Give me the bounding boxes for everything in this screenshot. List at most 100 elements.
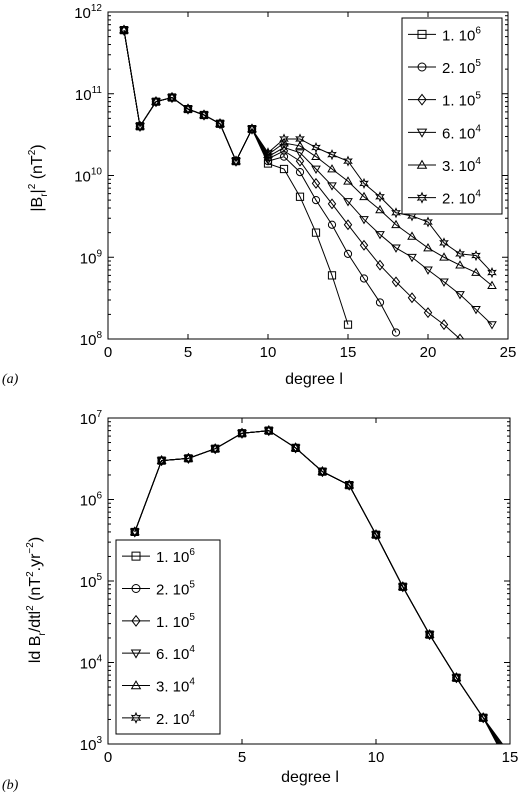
panel-a-point-diamond	[375, 259, 385, 271]
panel-a-point-circle	[375, 298, 385, 307]
panel-b-point-star	[424, 629, 435, 641]
panel-a-point-diamond	[439, 319, 449, 331]
panel-a-x-tick-label: 15	[340, 344, 357, 361]
panel-a-point-star	[311, 141, 321, 154]
panel-b-point-star	[210, 443, 221, 455]
panel-a-x-tick-label: 20	[420, 344, 437, 361]
panel-a-point-star	[423, 216, 433, 228]
panel-a-point-triangle-down	[391, 244, 401, 253]
panel-a-point-star	[295, 133, 305, 145]
panel-b-legend-box	[115, 539, 221, 735]
panel-a-point-star	[439, 237, 449, 249]
panel-a-y-axis-label: |Br|2 (nT2)	[27, 144, 50, 211]
panel-b-legend-label: 1. 106	[156, 547, 195, 566]
panel-a-point-triangle-up	[375, 204, 385, 214]
panel-a-point-star	[151, 96, 161, 108]
panel-a-point-triangle-up	[327, 164, 337, 173]
panel-b-series-line	[134, 430, 504, 744]
panel-a-point-star	[247, 123, 257, 135]
panel-a-point-star	[183, 103, 193, 115]
panel-b-point-star	[451, 672, 462, 684]
panel-a-point-diamond	[455, 333, 465, 339]
panel-b-point-star	[344, 479, 355, 491]
panel-b-x-tick-label: 10	[368, 749, 385, 766]
panel-a-point-star	[231, 155, 241, 167]
panel-b-point-star	[478, 712, 489, 724]
panel-a-point-star	[455, 248, 465, 260]
panel-a-point-triangle-up	[423, 242, 433, 252]
panel-b-legend-label: 6. 104	[156, 644, 195, 663]
panel-a-point-triangle-down	[279, 144, 289, 153]
panel-b-legend-marker-diamond	[131, 614, 141, 627]
panel-b-point-star	[397, 581, 408, 593]
panel-b-y-tick-label: 105	[80, 572, 103, 591]
panel-a-point-star	[279, 133, 289, 145]
panel-b-x-tick-label: 0	[104, 749, 112, 766]
panel-b-legend: 1. 106 2. 105 1. 105 6. 104 3. 104 2. 104	[115, 539, 221, 735]
panel-a-point-triangle-down	[471, 306, 481, 315]
panel-a-point-square	[279, 164, 289, 174]
panel-a-series-line	[123, 30, 397, 333]
panel-b-legend-marker-triangle-down	[130, 649, 142, 659]
panel-a-y-tick-label: 108	[80, 330, 103, 349]
panel-b-point-star	[371, 529, 381, 541]
panel-a-point-circle	[359, 274, 369, 283]
panel-b-legend-label: 2. 104	[156, 709, 195, 728]
panel-a-point-star	[167, 91, 177, 104]
panel-a-point-square	[263, 159, 273, 168]
panel-b-legend-label: 2. 105	[156, 580, 195, 599]
panel-a-point-square	[295, 192, 305, 201]
panel-a-point-diamond	[407, 292, 417, 304]
panel-a-y-tick-label: 1010	[74, 167, 102, 186]
panel-a-chart: (a) degree l |Br|2 (nT2) 0 5 10 15 20 25 108 10…	[2, 3, 516, 388]
panel-b-tag: (b)	[2, 778, 19, 793]
panel-a-point-star	[263, 147, 273, 159]
panel-a-point-triangle-up	[391, 219, 401, 229]
panel-b-x-tick-label: 5	[238, 749, 246, 766]
panel-a-point-circle	[391, 328, 401, 337]
panel-b-y-tick-label: 104	[80, 654, 103, 673]
panel-a-x-tick-label: 5	[184, 344, 192, 361]
panel-a-point-diamond	[391, 276, 401, 288]
panel-a-y-tick-label: 109	[80, 248, 103, 267]
panel-a-point-star	[343, 155, 353, 167]
panel-a-point-star	[471, 249, 481, 262]
panel-a-point-square	[311, 228, 321, 237]
panel-b-legend-label: 1. 105	[156, 612, 195, 631]
panel-a-plot-area	[119, 24, 497, 339]
panel-a-point-triangle-up	[311, 151, 321, 161]
panel-b-plot-area	[129, 425, 504, 744]
panel-b-y-tick-label: 106	[80, 491, 103, 510]
panel-a-point-triangle-up	[455, 260, 465, 269]
panel-a-point-triangle-down	[343, 198, 353, 207]
panel-a-legend-box	[401, 17, 503, 215]
panel-a-point-circle	[295, 168, 305, 177]
panel-a-point-diamond	[423, 307, 433, 319]
panel-b-y-tick-label: 103	[80, 735, 103, 754]
panel-b-legend-marker-triangle-up	[130, 680, 142, 690]
panel-a-point-triangle-up	[439, 252, 449, 261]
panel-a-tag: (a)	[2, 372, 19, 387]
panel-a-point-triangle-down	[487, 321, 497, 330]
panel-a-legend-marker-circle	[417, 62, 427, 72]
panel-b-legend-marker-square	[131, 551, 141, 561]
panel-a-point-star	[119, 24, 129, 36]
panel-a-x-tick-label: 10	[260, 344, 277, 361]
panel-a-x-axis-label: degree l	[285, 371, 343, 388]
panel-b-y-tick-label: 107	[80, 409, 103, 428]
panel-a-legend-label: 2. 105	[442, 58, 481, 77]
panel-a-point-triangle-down	[455, 291, 465, 300]
panel-b-x-axis-label: degree l	[281, 769, 339, 786]
panel-b-legend-label: 3. 104	[156, 677, 195, 696]
panel-b-point-star	[129, 526, 140, 538]
panel-b-chart: (b) degree l ld Br/dtl2 (nT2.yr−2) 0 5 10 1…	[2, 409, 518, 793]
panel-a-y-tick-label: 1011	[75, 85, 103, 104]
panel-a-point-star	[199, 109, 209, 121]
panel-b-point-star	[263, 425, 274, 437]
panel-a-legend-marker-diamond	[417, 93, 427, 106]
panel-a-point-triangle-up	[295, 140, 305, 150]
panel-b-y-axis-label: ld Br/dtl2 (nT2.yr−2)	[25, 537, 48, 663]
panel-a-point-triangle-down	[295, 149, 305, 158]
panel-a-point-diamond	[327, 198, 337, 210]
panel-b-point-star	[237, 427, 247, 439]
